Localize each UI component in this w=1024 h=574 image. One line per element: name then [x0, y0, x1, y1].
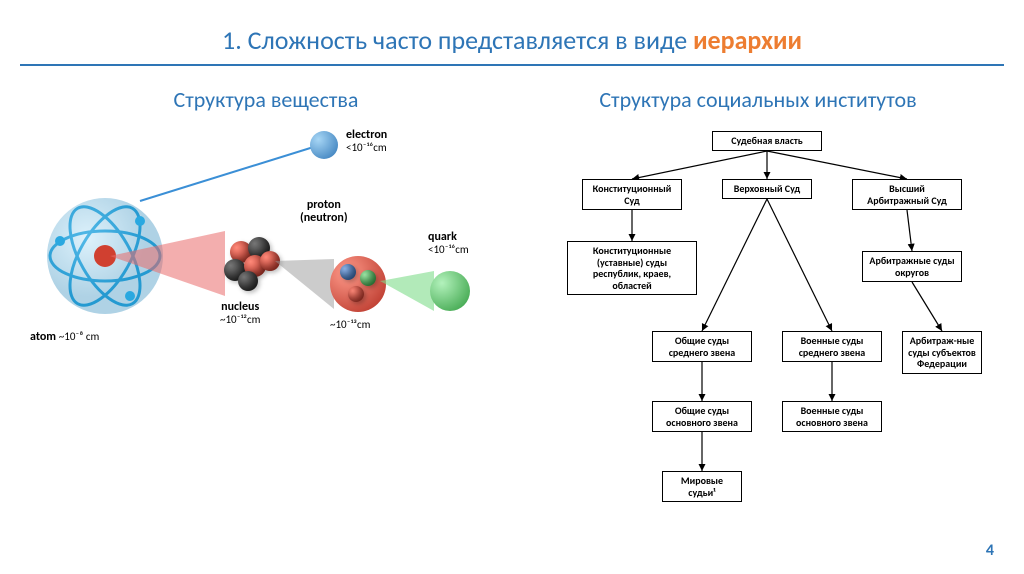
right-column: Структура социальных институтов Судебная… — [522, 86, 994, 511]
quark-label: quark <10⁻¹⁶cm — [428, 231, 469, 256]
nucleus-scale: ~10⁻¹²cm — [220, 314, 260, 326]
quark-icon — [430, 271, 470, 311]
matter-diagram: atom ~10⁻⁸ cm electron <10⁻¹⁶cm — [30, 131, 502, 391]
proton-icon — [330, 256, 386, 312]
atom-scale: ~10⁻⁸ cm — [59, 330, 99, 343]
org-chart: Судебная власть Конституционный Суд Верхов… — [522, 131, 994, 511]
atom-icon — [40, 191, 170, 321]
org-node-obsh: Общие суды среднего звена — [652, 331, 752, 362]
proton-name2: (neutron) — [300, 212, 348, 225]
org-node-konst: Конституционный Суд — [582, 179, 682, 210]
org-node-voen2: Военные суды основного звена — [782, 401, 882, 432]
org-node-arb3: Арбитраж-ные суды субъектов Федерации — [902, 331, 982, 374]
org-node-obsh2: Общие суды основного звена — [652, 401, 752, 432]
org-node-arb2: Арбитражные суды округов — [862, 251, 962, 282]
org-node-root: Судебная власть — [712, 131, 822, 151]
org-node-voen: Военные суды среднего звена — [782, 331, 882, 362]
left-column: Структура вещества — [30, 86, 502, 511]
proton-label: proton (neutron) — [300, 199, 348, 225]
proton-scale: ~10⁻¹³cm — [330, 319, 370, 331]
title-main: 1. Сложность часто представляется в виде — [222, 24, 693, 56]
org-node-verh: Верховный Суд — [722, 179, 812, 199]
electron-label: electron <10⁻¹⁶cm — [346, 129, 387, 154]
nucleus-label: nucleus ~10⁻¹²cm — [220, 301, 260, 326]
electron-icon — [310, 131, 338, 159]
left-header: Структура вещества — [30, 86, 502, 113]
content-columns: Структура вещества — [0, 66, 1024, 511]
atom-label: atom ~10⁻⁸ cm — [30, 331, 99, 344]
org-node-arb: Высший Арбитражный Суд — [852, 179, 962, 210]
title-bar: 1. Сложность часто представляется в виде… — [20, 0, 1004, 66]
org-node-konst2: Конституционные (уставные) суды республи… — [567, 241, 697, 295]
title-accent: иерархии — [693, 24, 802, 56]
org-node-mir: Мировые судьи¹ — [662, 471, 742, 502]
atom-name: atom — [30, 330, 56, 344]
electron-scale: <10⁻¹⁶cm — [346, 142, 387, 154]
quark-scale: <10⁻¹⁶cm — [428, 244, 469, 256]
page-title: 1. Сложность часто представляется в виде… — [60, 24, 964, 56]
right-header: Структура социальных институтов — [522, 86, 994, 113]
nucleus-icon — [220, 231, 284, 295]
page-number: 4 — [986, 541, 994, 560]
